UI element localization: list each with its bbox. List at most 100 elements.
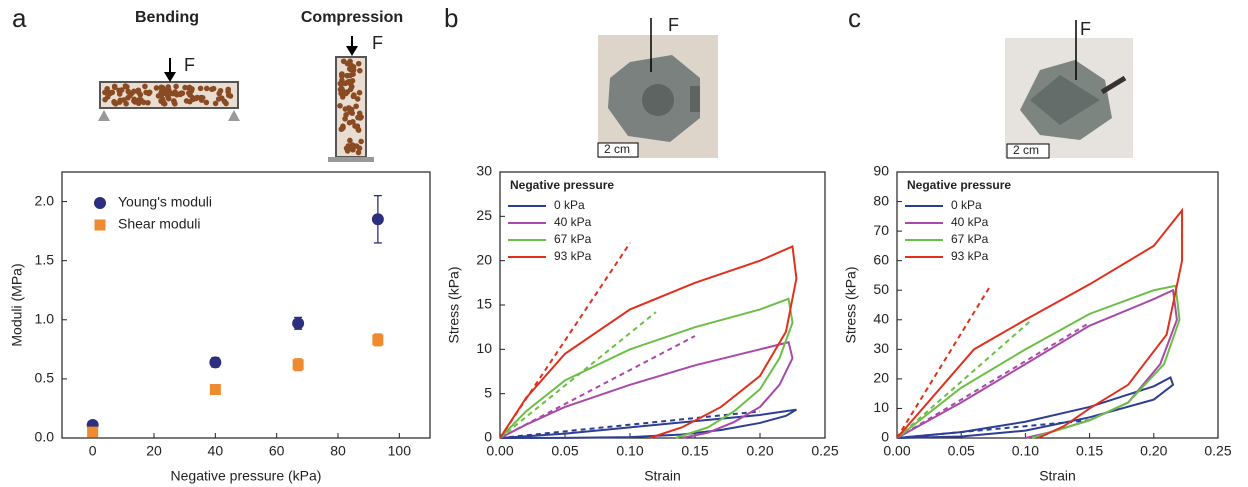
particle <box>111 84 118 91</box>
x-tick-label: 80 <box>330 443 346 459</box>
photo-c <box>1005 20 1133 159</box>
particle <box>346 119 353 126</box>
particle <box>340 58 347 65</box>
legend-marker <box>94 219 106 231</box>
y-tick-label: 70 <box>873 222 889 238</box>
particle <box>350 71 356 77</box>
legend-label: 40 kPa <box>554 215 592 229</box>
legend-label: 67 kPa <box>554 232 592 246</box>
y-tick-label: 50 <box>873 281 889 297</box>
annotation: Bending <box>135 9 199 26</box>
particle <box>197 85 204 92</box>
annotation: F <box>1080 19 1091 39</box>
particle <box>145 99 151 106</box>
particle <box>135 100 142 107</box>
particle <box>136 89 142 96</box>
particle <box>337 103 343 109</box>
legend-label: 93 kPa <box>554 249 592 263</box>
y-tick-label: 0 <box>484 429 492 445</box>
particle <box>182 84 188 91</box>
particle <box>122 83 129 89</box>
particle <box>340 123 346 130</box>
marker <box>209 356 222 369</box>
particle <box>215 96 222 102</box>
y-tick-label: 1.0 <box>35 310 55 326</box>
x-tick-label: 0.20 <box>1140 443 1167 459</box>
particle <box>131 96 138 103</box>
annotation: F <box>668 15 679 35</box>
fit-line <box>499 335 696 439</box>
particle <box>158 89 164 96</box>
x-axis-label: Strain <box>644 468 681 484</box>
particle <box>350 63 357 70</box>
x-tick-label: 0.10 <box>616 443 643 459</box>
marker <box>292 317 305 330</box>
particle <box>105 90 112 96</box>
particle <box>338 71 345 78</box>
particle <box>131 88 137 95</box>
particle <box>351 92 357 98</box>
particle <box>194 94 201 101</box>
plot-frame <box>61 171 431 439</box>
legend-marker <box>94 197 106 209</box>
particle <box>343 112 349 118</box>
y-tick-label: 20 <box>873 370 889 386</box>
y-tick-label: 15 <box>476 296 492 312</box>
particle <box>111 99 117 105</box>
annotation: Compression <box>301 9 403 26</box>
curve <box>499 245 798 439</box>
particle <box>216 90 222 97</box>
curve <box>499 341 794 439</box>
legend-label: 93 kPa <box>951 249 989 263</box>
y-tick-label: 5 <box>484 384 492 400</box>
legend-label: 67 kPa <box>951 232 989 246</box>
particle <box>349 78 356 84</box>
y-tick-label: 0 <box>881 429 889 445</box>
y-tick-label: 0.5 <box>35 370 55 386</box>
annotation: F <box>372 33 383 53</box>
particle <box>357 67 363 74</box>
curve <box>499 297 794 439</box>
particle <box>355 127 362 133</box>
x-tick-label: 0.10 <box>1012 443 1039 459</box>
particle <box>348 107 354 113</box>
curve <box>896 375 1175 439</box>
particle <box>203 99 210 106</box>
legend-title: Negative pressure <box>907 178 1011 192</box>
y-tick-label: 10 <box>873 399 889 415</box>
y-tick-label: 30 <box>476 163 492 179</box>
legend-label: Shear moduli <box>118 216 201 232</box>
marker <box>292 359 304 371</box>
particle <box>209 86 215 93</box>
x-tick-label: 60 <box>269 443 285 459</box>
y-tick-label: 25 <box>476 207 492 223</box>
particle <box>189 86 195 92</box>
particle <box>203 85 210 92</box>
x-axis-label: Negative pressure (kPa) <box>171 468 322 484</box>
y-tick-label: 30 <box>873 340 889 356</box>
panel-label: a <box>12 3 27 33</box>
fit-line <box>499 311 657 439</box>
plot-frame <box>896 171 1219 439</box>
y-tick-label: 1.5 <box>35 251 55 267</box>
y-tick-label: 40 <box>873 310 889 326</box>
annotation: 2 cm <box>1013 143 1039 157</box>
x-tick-label: 0.05 <box>551 443 578 459</box>
particle <box>225 92 232 99</box>
x-tick-label: 40 <box>208 443 224 459</box>
particle <box>198 97 205 103</box>
particle <box>142 83 148 90</box>
curve <box>896 284 1181 439</box>
particle <box>125 95 131 101</box>
marker <box>87 426 99 438</box>
particle <box>356 89 363 96</box>
fit-line <box>896 319 1033 439</box>
x-tick-label: 0.05 <box>948 443 975 459</box>
particle <box>342 106 349 112</box>
panel-label: c <box>848 3 861 33</box>
particle <box>104 85 110 92</box>
particle <box>347 137 353 144</box>
particle <box>353 103 359 110</box>
particle <box>166 91 173 97</box>
